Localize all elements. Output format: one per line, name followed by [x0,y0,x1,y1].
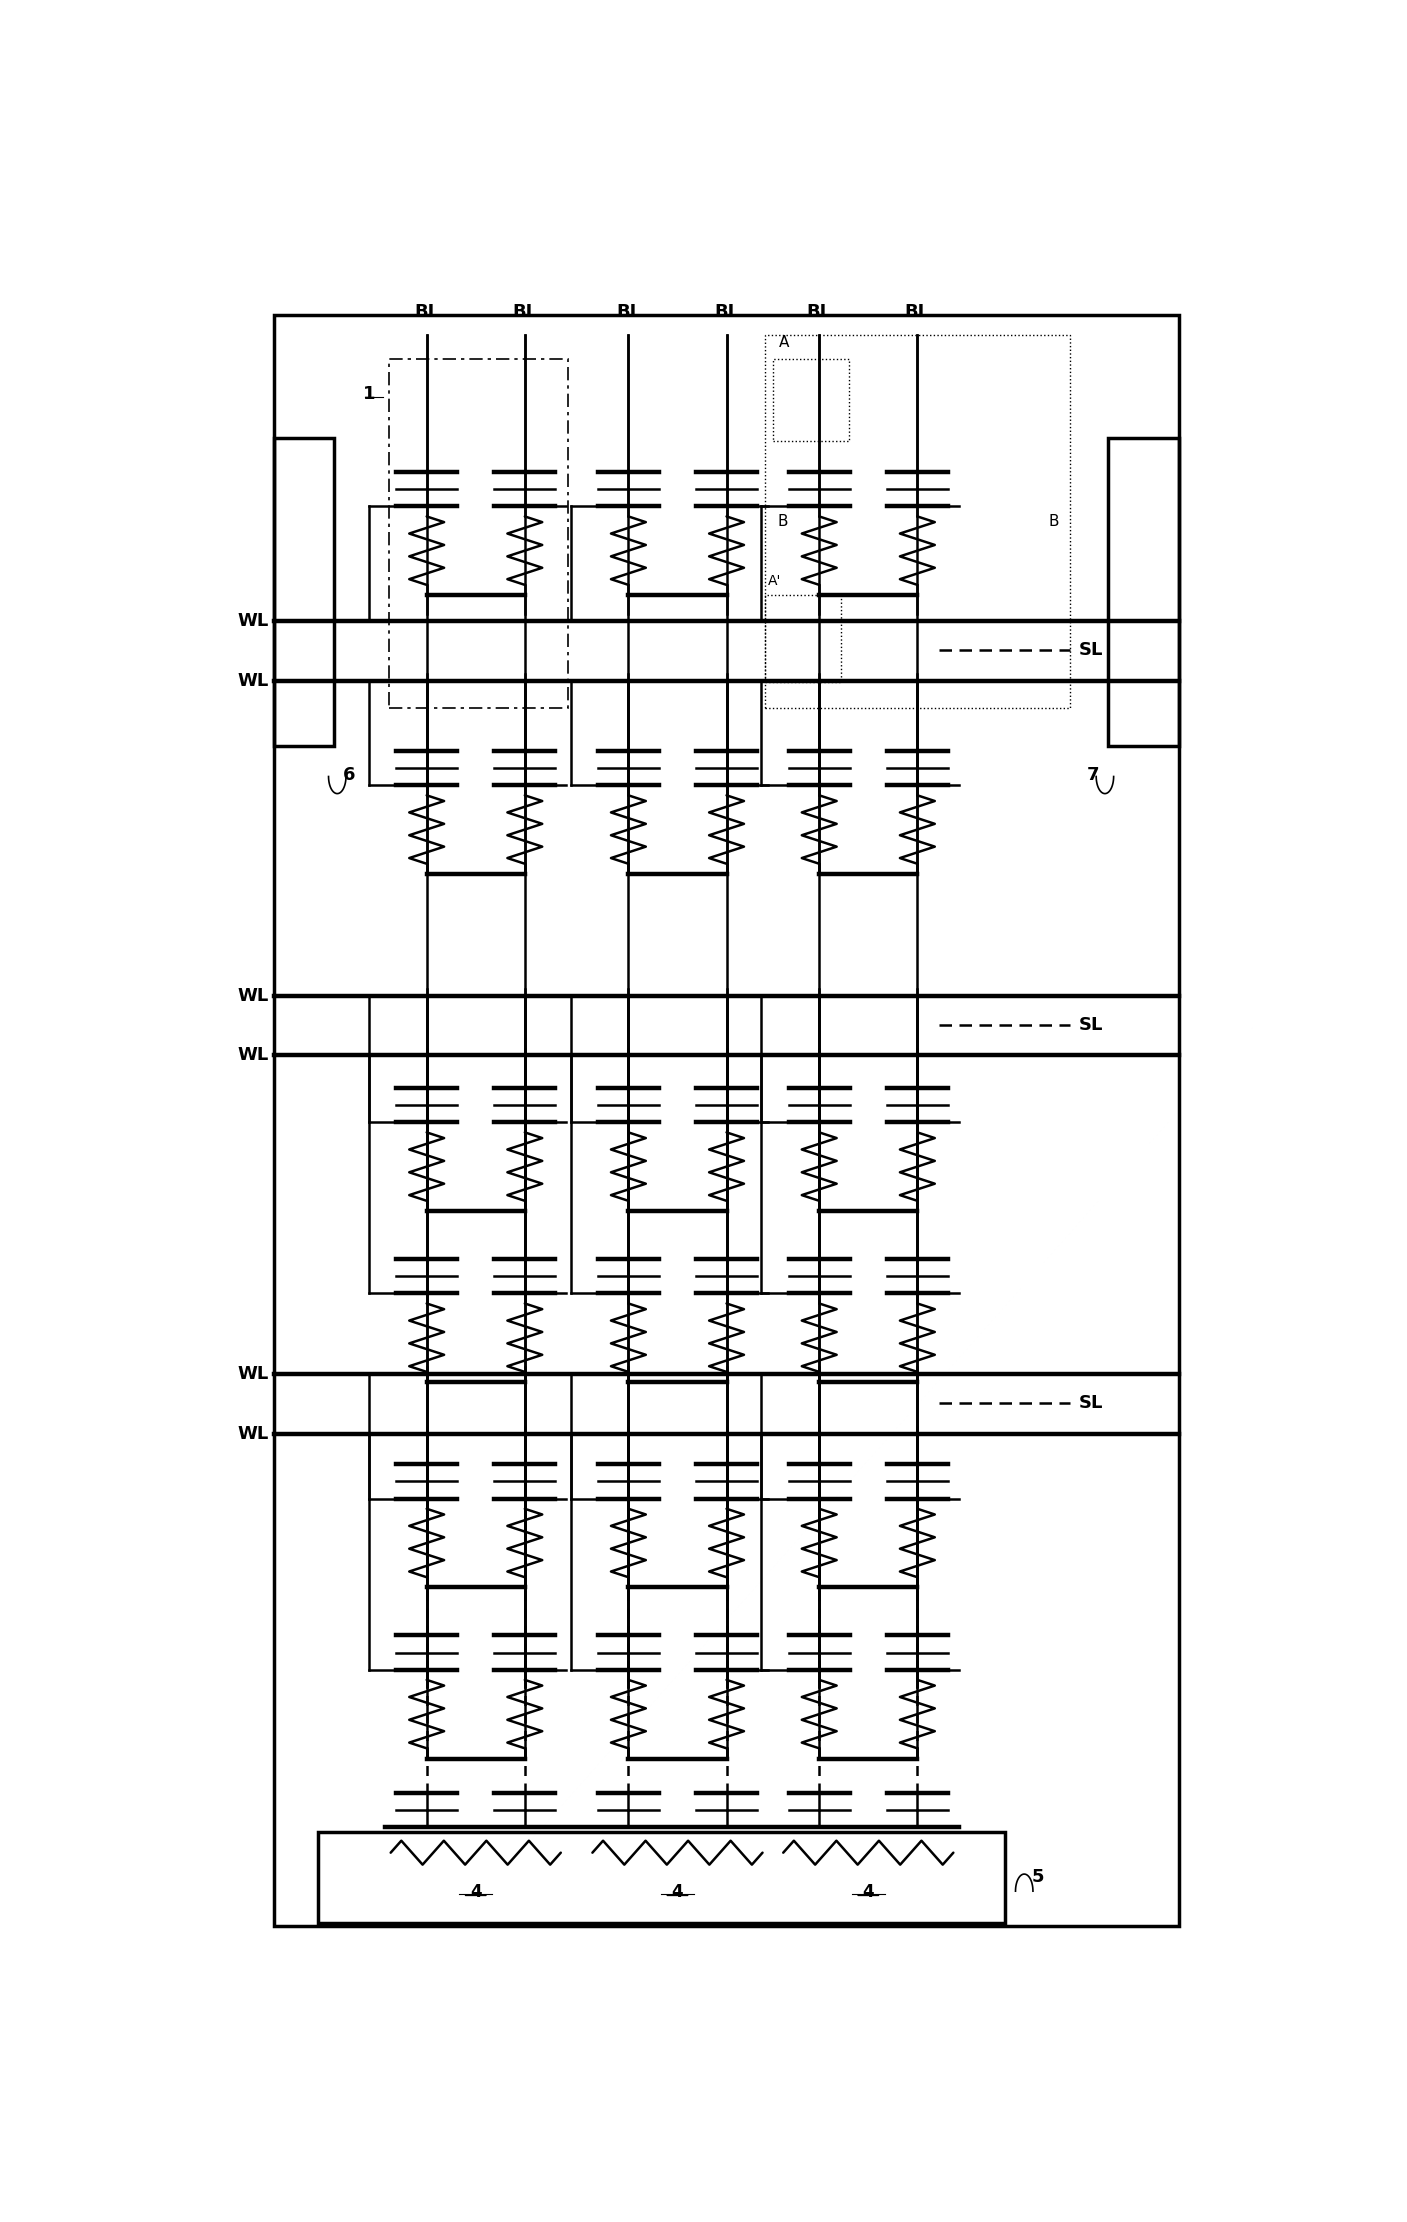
Bar [318,1833,1005,1922]
Bar [774,360,848,442]
Text: B: B [778,513,788,529]
Text: BL: BL [616,304,642,322]
Bar [765,595,841,682]
Text: A': A' [768,573,781,589]
Text: WL: WL [238,987,269,1004]
Bar [388,360,568,709]
Text: WL: WL [238,1424,269,1442]
Text: 1: 1 [363,384,376,402]
Text: WL: WL [238,1047,269,1064]
Text: A: A [779,336,789,351]
Text: 4: 4 [671,1884,684,1902]
Text: SL: SL [1079,640,1103,660]
Bar [765,336,1069,709]
Text: 4: 4 [862,1884,874,1902]
Text: BL: BL [512,304,537,322]
Bar [274,438,333,747]
Text: BL: BL [806,304,832,322]
Text: BL: BL [905,304,930,322]
Text: 7: 7 [1088,767,1099,784]
Text: WL: WL [238,611,269,629]
Bar [1109,438,1179,747]
Text: SL: SL [1079,1015,1103,1033]
Text: 4: 4 [470,1884,481,1902]
Text: BL: BL [414,304,439,322]
Text: WL: WL [238,671,269,689]
Text: 6: 6 [343,767,355,784]
Bar [274,316,1179,1926]
Text: BL: BL [713,304,739,322]
Text: WL: WL [238,1364,269,1382]
Text: 5: 5 [1031,1869,1044,1886]
Text: SL: SL [1079,1393,1103,1411]
Text: B: B [1048,513,1059,529]
